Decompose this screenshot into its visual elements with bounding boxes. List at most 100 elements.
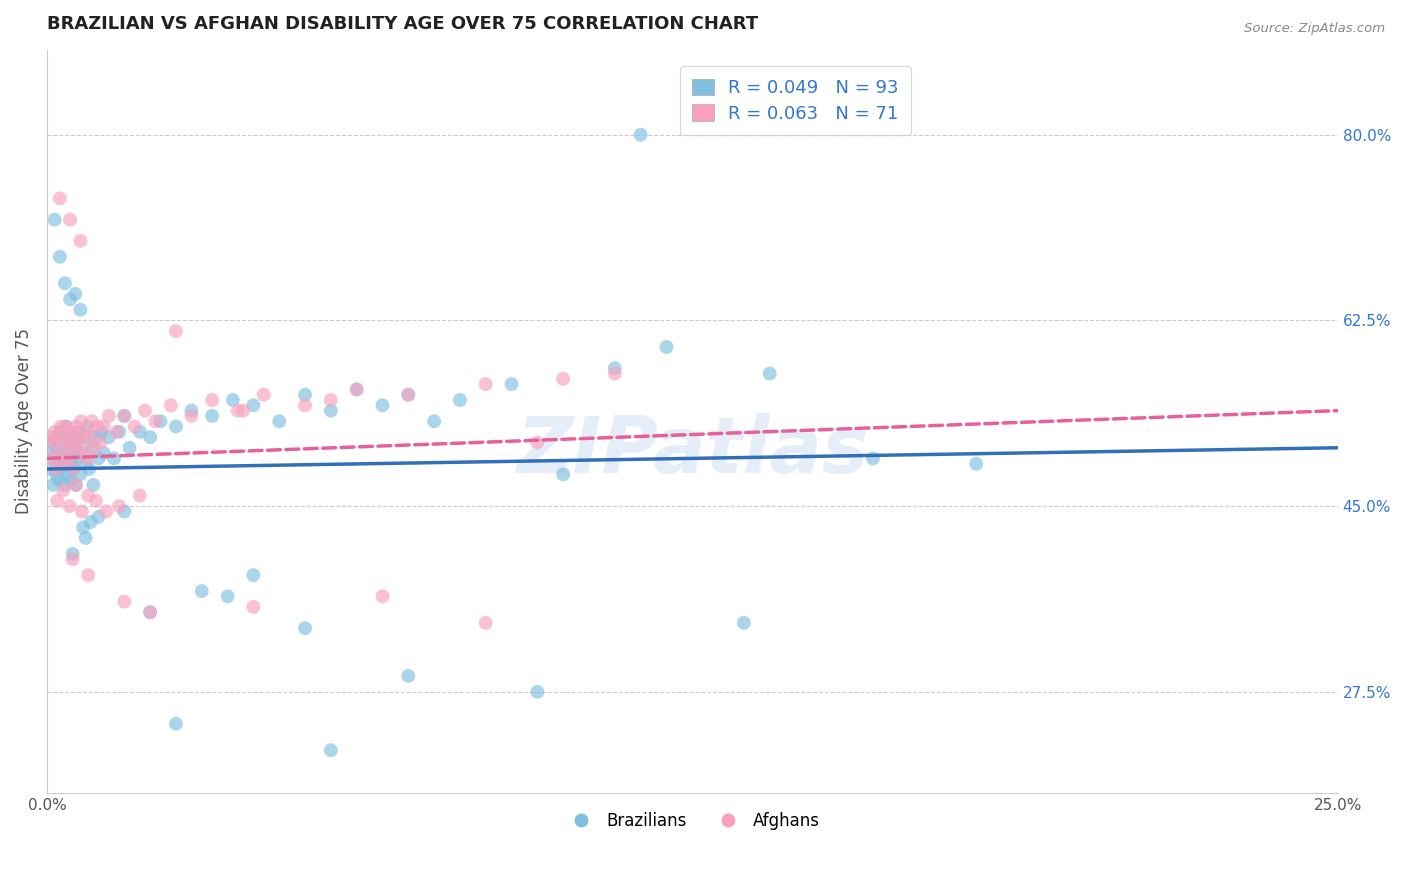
Afghans bbox=[474, 377, 496, 392]
Legend: Brazilians, Afghans: Brazilians, Afghans bbox=[558, 805, 827, 837]
Afghans bbox=[232, 403, 254, 417]
Brazilians bbox=[69, 467, 91, 482]
Afghans bbox=[70, 414, 93, 428]
Afghans bbox=[84, 493, 107, 508]
Afghans bbox=[49, 419, 72, 434]
Afghans bbox=[66, 446, 89, 460]
Text: Source: ZipAtlas.com: Source: ZipAtlas.com bbox=[1244, 22, 1385, 36]
Afghans bbox=[83, 441, 105, 455]
Afghans bbox=[294, 398, 316, 412]
Brazilians bbox=[862, 451, 884, 466]
Brazilians bbox=[63, 441, 86, 455]
Brazilians bbox=[758, 367, 780, 381]
Brazilians bbox=[59, 435, 82, 450]
Afghans bbox=[80, 414, 103, 428]
Brazilians bbox=[59, 473, 82, 487]
Brazilians bbox=[180, 403, 202, 417]
Brazilians bbox=[65, 478, 87, 492]
Y-axis label: Disability Age Over 75: Disability Age Over 75 bbox=[15, 328, 32, 515]
Afghans bbox=[44, 425, 66, 439]
Afghans bbox=[48, 446, 70, 460]
Brazilians bbox=[76, 419, 98, 434]
Afghans bbox=[76, 451, 98, 466]
Brazilians bbox=[553, 467, 575, 482]
Brazilians bbox=[62, 430, 84, 444]
Afghans bbox=[77, 568, 100, 582]
Brazilians bbox=[87, 509, 110, 524]
Afghans bbox=[180, 409, 202, 423]
Afghans bbox=[346, 383, 368, 397]
Brazilians bbox=[70, 446, 93, 460]
Brazilians bbox=[80, 515, 103, 529]
Brazilians bbox=[49, 425, 72, 439]
Brazilians bbox=[39, 462, 62, 476]
Afghans bbox=[371, 590, 394, 604]
Afghans bbox=[56, 451, 79, 466]
Brazilians bbox=[165, 716, 187, 731]
Brazilians bbox=[55, 419, 77, 434]
Brazilians bbox=[75, 457, 97, 471]
Afghans bbox=[58, 430, 80, 444]
Brazilians bbox=[46, 473, 69, 487]
Afghans bbox=[253, 388, 276, 402]
Brazilians bbox=[97, 430, 120, 444]
Afghans bbox=[62, 462, 84, 476]
Brazilians bbox=[46, 441, 69, 455]
Brazilians bbox=[72, 520, 94, 534]
Text: ZIPatlas: ZIPatlas bbox=[516, 413, 869, 489]
Brazilians bbox=[59, 292, 82, 306]
Afghans bbox=[49, 191, 72, 205]
Brazilians bbox=[75, 531, 97, 545]
Afghans bbox=[526, 435, 548, 450]
Brazilians bbox=[139, 430, 162, 444]
Afghans bbox=[77, 430, 100, 444]
Brazilians bbox=[655, 340, 678, 354]
Afghans bbox=[65, 478, 87, 492]
Brazilians bbox=[449, 392, 471, 407]
Brazilians bbox=[118, 441, 141, 455]
Brazilians bbox=[371, 398, 394, 412]
Afghans bbox=[69, 234, 91, 248]
Brazilians bbox=[191, 584, 214, 599]
Afghans bbox=[41, 451, 63, 466]
Afghans bbox=[396, 388, 419, 402]
Afghans bbox=[112, 594, 135, 608]
Brazilians bbox=[73, 430, 96, 444]
Afghans bbox=[46, 430, 69, 444]
Afghans bbox=[59, 212, 82, 227]
Afghans bbox=[89, 435, 111, 450]
Brazilians bbox=[84, 430, 107, 444]
Afghans bbox=[39, 430, 62, 444]
Text: BRAZILIAN VS AFGHAN DISABILITY AGE OVER 75 CORRELATION CHART: BRAZILIAN VS AFGHAN DISABILITY AGE OVER … bbox=[46, 15, 758, 33]
Brazilians bbox=[60, 457, 83, 471]
Brazilians bbox=[90, 425, 112, 439]
Brazilians bbox=[66, 435, 89, 450]
Afghans bbox=[108, 499, 131, 513]
Afghans bbox=[93, 419, 115, 434]
Afghans bbox=[75, 425, 97, 439]
Afghans bbox=[59, 441, 82, 455]
Brazilians bbox=[62, 462, 84, 476]
Afghans bbox=[128, 489, 150, 503]
Brazilians bbox=[501, 377, 523, 392]
Brazilians bbox=[66, 451, 89, 466]
Brazilians bbox=[346, 383, 368, 397]
Brazilians bbox=[87, 451, 110, 466]
Brazilians bbox=[82, 478, 104, 492]
Brazilians bbox=[77, 462, 100, 476]
Brazilians bbox=[49, 250, 72, 264]
Brazilians bbox=[58, 446, 80, 460]
Afghans bbox=[46, 493, 69, 508]
Afghans bbox=[226, 403, 249, 417]
Brazilians bbox=[69, 302, 91, 317]
Brazilians bbox=[423, 414, 446, 428]
Brazilians bbox=[38, 446, 60, 460]
Brazilians bbox=[269, 414, 291, 428]
Afghans bbox=[159, 398, 181, 412]
Brazilians bbox=[319, 743, 342, 757]
Brazilians bbox=[44, 212, 66, 227]
Brazilians bbox=[396, 388, 419, 402]
Afghans bbox=[52, 435, 75, 450]
Afghans bbox=[134, 403, 156, 417]
Afghans bbox=[97, 409, 120, 423]
